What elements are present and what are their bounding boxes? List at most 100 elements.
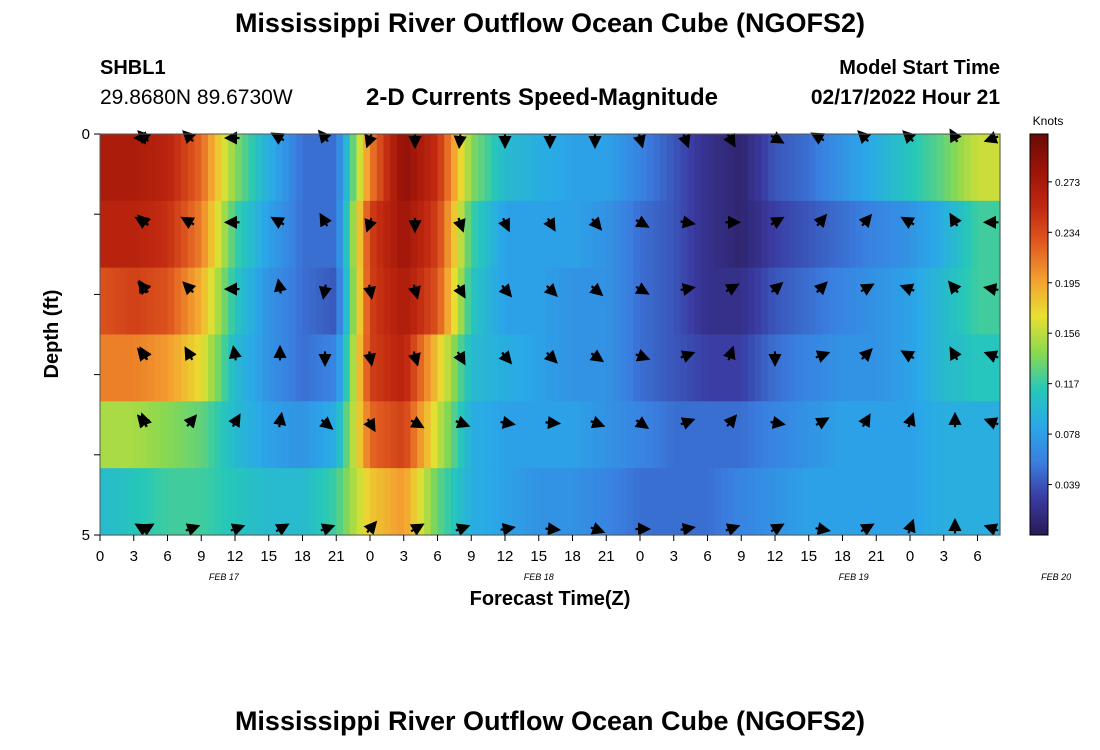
heatmap-cell: [916, 200, 925, 269]
heatmap-cell: [160, 468, 169, 536]
heatmap-cell: [518, 134, 526, 202]
heatmap-cell: [714, 267, 722, 336]
heatmap-cell: [923, 468, 931, 536]
heatmap-cell: [113, 200, 121, 269]
heatmap-cell: [633, 134, 641, 202]
heatmap-cell: [376, 401, 385, 469]
x-tick-label: 15: [260, 548, 277, 565]
heatmap-cell: [964, 401, 972, 469]
current-arrow: [983, 282, 999, 296]
heatmap-cell: [214, 401, 223, 469]
heatmap-cell: [781, 267, 790, 336]
current-arrow: [453, 217, 466, 233]
heatmap-cell: [160, 334, 169, 402]
heatmap-cell: [694, 200, 702, 269]
y-axis-label: Depth (ft): [41, 290, 63, 379]
heatmap-cell: [606, 134, 614, 202]
heatmap-cell: [761, 334, 769, 402]
colorbar-bar: [1029, 133, 1049, 536]
heatmap-cell: [464, 401, 472, 469]
heatmap-cell: [579, 134, 587, 202]
heatmap-cell: [289, 334, 297, 402]
heatmap-cell: [525, 134, 533, 202]
heatmap-cell: [748, 401, 756, 469]
current-arrow: [900, 216, 916, 230]
heatmap-cell: [451, 468, 459, 536]
heatmap-cell: [687, 200, 695, 269]
heatmap-cell: [646, 468, 655, 536]
heatmap-cell: [154, 200, 162, 269]
heatmap-cell: [721, 134, 729, 202]
heatmap-cell: [505, 267, 513, 336]
heatmap-cell: [478, 468, 486, 536]
heatmap-cell: [518, 334, 526, 402]
date-label: FEB 20: [1041, 572, 1071, 582]
heatmap-cell: [950, 468, 958, 536]
heatmap-cell: [248, 200, 256, 269]
current-arrow: [903, 412, 916, 428]
heatmap-cell: [214, 267, 223, 336]
current-arrow: [453, 283, 466, 299]
current-arrow: [270, 216, 286, 230]
heatmap-cell: [592, 200, 601, 269]
heatmap-cell: [282, 134, 290, 202]
heatmap-cell: [201, 468, 209, 536]
heatmap-cell: [100, 134, 108, 202]
heatmap-cell: [262, 200, 270, 269]
heatmap-cell: [214, 468, 223, 536]
heatmap-cell: [349, 200, 358, 269]
heatmap-cell: [228, 267, 236, 336]
heatmap-cell: [761, 401, 769, 469]
heatmap-cell: [113, 468, 121, 536]
x-tick-label: 18: [834, 548, 851, 565]
heatmap-cell: [322, 468, 331, 536]
current-arrow: [635, 349, 651, 362]
heatmap-cell: [376, 200, 385, 269]
heatmap-cell: [262, 267, 270, 336]
colorbar-tick-label: 0.117: [1055, 380, 1080, 391]
heatmap-cell: [680, 334, 688, 402]
heatmap-cell: [228, 401, 236, 469]
heatmap-cell: [876, 468, 884, 536]
heatmap-cell: [977, 468, 983, 536]
heatmap-cell: [741, 200, 749, 269]
heatmap-cell: [977, 200, 983, 269]
heatmap-cell: [579, 334, 587, 402]
heatmap-cell: [829, 200, 837, 269]
heatmap-cell: [444, 134, 452, 202]
heatmap-cell: [275, 468, 283, 536]
heatmap-cell: [991, 134, 997, 202]
heatmap-cell: [775, 401, 783, 469]
heatmap-cell: [667, 267, 675, 336]
heatmap-cell: [430, 468, 439, 536]
heatmap-cell: [390, 401, 398, 469]
heatmap-cell: [255, 134, 263, 202]
heatmap-cell: [842, 401, 850, 469]
heatmap-cell: [241, 200, 250, 269]
heatmap-cell: [592, 401, 601, 469]
heatmap-cell: [923, 401, 931, 469]
heatmap-cell: [970, 468, 979, 536]
x-tick-label: 0: [366, 548, 374, 565]
current-arrow: [180, 216, 196, 230]
heatmap-cell: [390, 134, 398, 202]
heatmap-cell: [397, 267, 405, 336]
heatmap-cell: [822, 267, 830, 336]
heatmap-cell: [201, 200, 209, 269]
heatmap-cell: [370, 401, 378, 469]
current-arrow: [455, 523, 471, 536]
current-arrow: [724, 283, 740, 296]
heatmap-cell: [349, 334, 358, 402]
heatmap-cell: [586, 468, 594, 536]
heatmap-cell: [943, 267, 952, 336]
heatmap-cell: [613, 468, 621, 536]
heatmap-cell: [916, 267, 925, 336]
heatmap-cell: [572, 267, 580, 336]
colorbar-tick-label: 0.195: [1055, 279, 1080, 290]
heatmap-cell: [383, 468, 391, 536]
heatmap-cell: [754, 267, 763, 336]
heatmap-cell: [889, 267, 898, 336]
current-arrow: [949, 212, 962, 228]
heatmap-cell: [518, 401, 526, 469]
heatmap-cell: [268, 200, 277, 269]
